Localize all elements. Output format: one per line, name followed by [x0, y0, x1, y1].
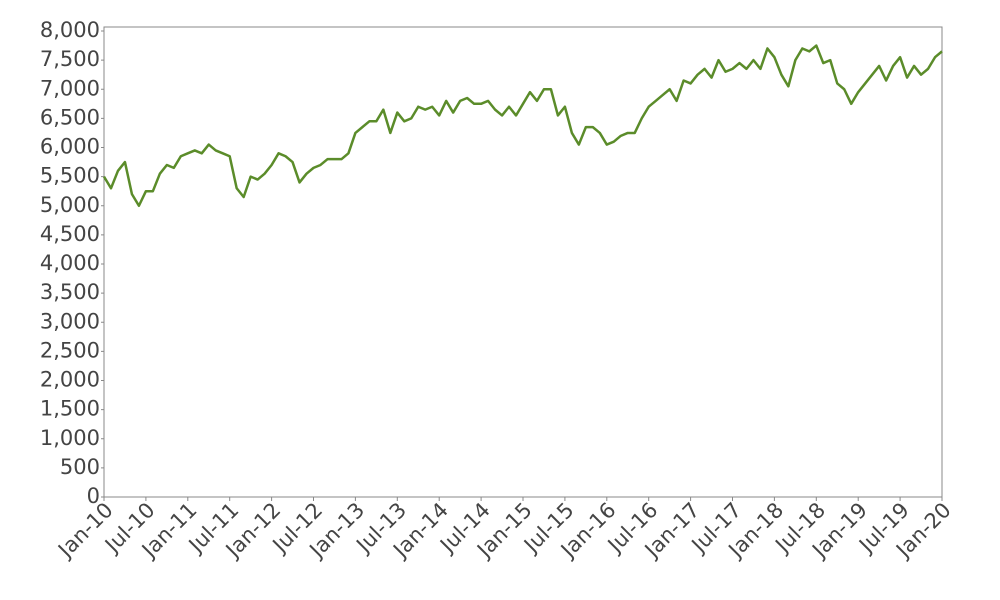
y-tick-label: 2,500	[40, 338, 100, 362]
x-tick-label: Jan-10	[52, 498, 118, 564]
data-line	[102, 44, 943, 207]
y-tick-label: 3,000	[40, 309, 100, 333]
y-tick-label: 4,000	[40, 251, 100, 275]
plot-frame	[103, 26, 943, 498]
y-tick-label: 6,500	[40, 105, 100, 129]
y-tick-label: 5,000	[40, 193, 100, 217]
y-tick-label: 6,000	[40, 135, 100, 159]
y-tick-label: 3,500	[40, 280, 100, 304]
y-tick-label: 1,000	[40, 426, 100, 450]
y-tick-label: 7,000	[40, 76, 100, 100]
y-tick-label: 500	[60, 455, 100, 479]
y-tick-label: 0	[87, 484, 100, 508]
y-tick-label: 4,500	[40, 222, 100, 246]
y-tick-label: 1,500	[40, 397, 100, 421]
y-tick-label: 7,500	[40, 47, 100, 71]
y-tick-label: 8,000	[40, 18, 100, 42]
y-tick-label: 5,500	[40, 164, 100, 188]
y-tick-label: 2,000	[40, 368, 100, 392]
